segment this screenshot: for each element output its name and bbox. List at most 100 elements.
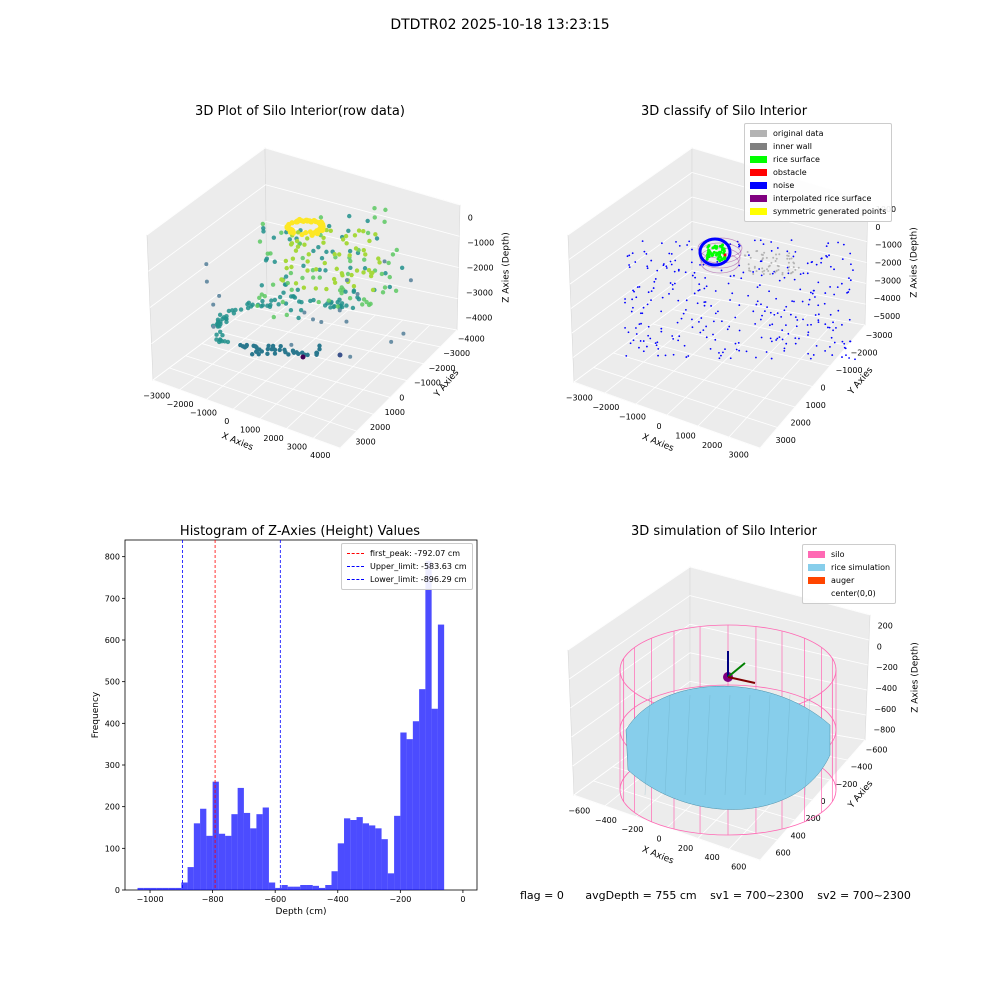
x-tick-label: 0 [460, 895, 465, 904]
grid-line [570, 221, 693, 309]
data-point [257, 295, 262, 301]
data-point [220, 333, 225, 338]
histogram-bar [400, 732, 407, 890]
panel4-title: 3D simulation of Silo Interior [631, 524, 817, 539]
noise-point [810, 323, 812, 326]
data-point [337, 352, 343, 358]
data-point [394, 247, 399, 253]
noise-point [680, 317, 683, 320]
noise-point [683, 344, 686, 347]
data-point [365, 230, 371, 236]
noise-point [775, 339, 778, 341]
noise-point [633, 290, 635, 293]
data-point [347, 295, 353, 301]
data-point [245, 302, 250, 307]
noise-point [769, 337, 772, 340]
data-point [254, 345, 259, 350]
noise-point [799, 273, 802, 276]
noise-point [705, 285, 708, 288]
data-point [280, 299, 286, 305]
noise-point [850, 263, 852, 266]
noise-point [722, 351, 724, 354]
x-tick-label: −200 [389, 895, 411, 904]
noise-point [709, 347, 712, 350]
noise-point [817, 281, 820, 284]
original-point [753, 265, 756, 268]
original-point [749, 256, 752, 259]
noise-point [833, 293, 836, 296]
histogram-bar [212, 781, 219, 890]
y-axis-label: Frequency [91, 691, 101, 738]
data-point [260, 221, 266, 227]
histogram-bar [281, 885, 288, 890]
legend-item: Upper_limit: -583.63 cm [347, 560, 467, 573]
noise-point [624, 298, 626, 300]
mesh-line [804, 694, 811, 796]
data-point [311, 248, 316, 254]
avg-depth-text: avgDepth = 755 cm [585, 889, 697, 902]
noise-point [849, 279, 852, 282]
original-point [761, 267, 764, 270]
noise-point [770, 340, 773, 343]
noise-point [759, 239, 762, 242]
legend-swatch [750, 130, 767, 137]
data-point [287, 237, 292, 242]
data-point [261, 226, 266, 231]
original-point [797, 266, 800, 269]
data-points [204, 206, 413, 360]
noise-point [758, 284, 761, 287]
original-point [794, 268, 797, 271]
noise-point [691, 326, 694, 329]
z-axis-label: Z Axies (Depth) [911, 642, 921, 713]
noise-point [783, 276, 786, 279]
grid-line [169, 367, 357, 432]
data-point [270, 343, 276, 349]
data-point [289, 342, 294, 347]
noise-point [794, 342, 797, 345]
noise-point [832, 321, 834, 324]
grid-line [571, 245, 693, 334]
grid-line [286, 319, 403, 429]
original-point [774, 259, 777, 262]
noise-point [843, 346, 846, 349]
y-tick-label: 600 [105, 636, 120, 645]
data-point [337, 297, 342, 302]
y-tick-label: −1000 [414, 379, 441, 388]
noise-point [654, 278, 657, 280]
histogram-bar [300, 885, 307, 890]
x-tick-label: 200 [678, 844, 693, 853]
legend-swatch [347, 579, 364, 580]
noise-point [802, 272, 805, 275]
data-point [266, 343, 271, 348]
noise-point [841, 340, 844, 343]
rice-surface-point [717, 252, 721, 256]
noise-point [703, 287, 706, 290]
x-tick-label: 600 [731, 862, 746, 871]
grid-line [250, 306, 441, 348]
noise-point [776, 312, 779, 315]
rice-surface [625, 685, 831, 810]
noise-point [639, 340, 642, 342]
original-point [770, 261, 773, 264]
noise-point [814, 314, 817, 316]
rice-surface-point [711, 253, 715, 257]
data-point [352, 233, 358, 238]
histogram-bar [325, 885, 332, 890]
grid-line [179, 299, 295, 391]
noise-point [742, 271, 745, 274]
y-tick-label: 3000 [776, 436, 796, 445]
noise-point [662, 264, 665, 267]
noise-point [848, 357, 850, 359]
noise-point [642, 350, 645, 353]
noise-point [665, 267, 668, 269]
noise-point [832, 329, 834, 332]
original-point [774, 253, 777, 256]
noise-point [790, 239, 793, 242]
data-point [324, 249, 329, 255]
noise-point [809, 291, 812, 294]
histogram-bar [262, 807, 269, 890]
noise-point [684, 271, 687, 274]
noise-point [830, 336, 833, 339]
data-point [300, 255, 305, 261]
mesh-line [664, 694, 671, 796]
